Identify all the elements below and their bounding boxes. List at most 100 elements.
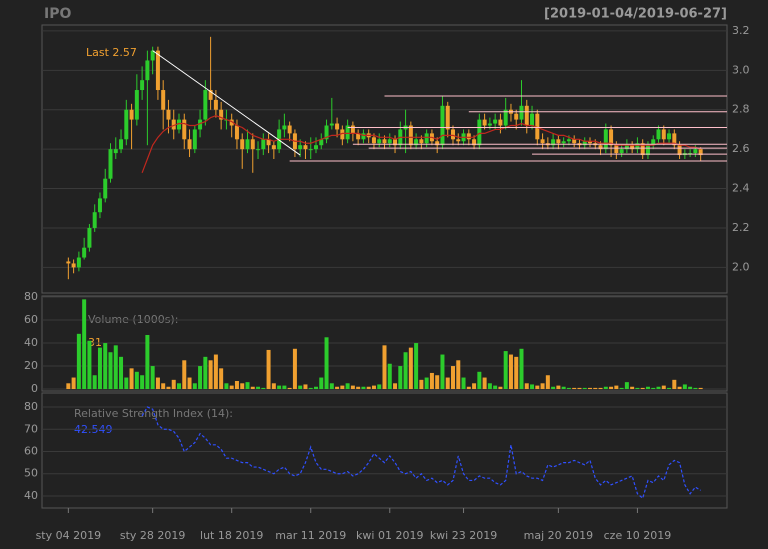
volume-bar bbox=[82, 299, 87, 390]
candle-body bbox=[229, 119, 234, 126]
y-tick-label: 2.6 bbox=[732, 142, 750, 155]
x-tick-label: sty 04 2019 bbox=[36, 529, 102, 542]
candle-body bbox=[651, 139, 656, 146]
volume-bar bbox=[414, 343, 419, 390]
candle-body bbox=[698, 149, 703, 156]
y-tick-label: 80 bbox=[24, 290, 38, 303]
candle-body bbox=[319, 139, 324, 146]
candle-body bbox=[672, 133, 677, 146]
y-tick-label: 70 bbox=[24, 422, 38, 435]
volume-bar bbox=[129, 368, 134, 390]
volume-bar bbox=[314, 386, 318, 390]
candle-body bbox=[493, 119, 498, 124]
candle-body bbox=[498, 119, 503, 126]
y-tick-label: 40 bbox=[24, 489, 38, 502]
volume-bar bbox=[609, 386, 614, 390]
candle-body bbox=[656, 129, 661, 140]
candle-body bbox=[213, 99, 218, 110]
candle-body bbox=[487, 123, 492, 126]
volume-bar bbox=[387, 363, 392, 390]
volume-bar bbox=[503, 351, 508, 390]
volume-bar bbox=[487, 383, 492, 390]
candle-body bbox=[361, 133, 366, 140]
volume-bar bbox=[672, 379, 677, 390]
candle-body bbox=[140, 80, 145, 91]
volume-bar bbox=[598, 387, 603, 390]
candle-body bbox=[298, 145, 303, 150]
candle-body bbox=[477, 119, 482, 146]
volume-bar bbox=[66, 383, 71, 390]
volume-bar bbox=[145, 334, 150, 390]
volume-bar bbox=[71, 377, 76, 390]
candle-body bbox=[150, 50, 155, 61]
x-tick-label: cze 10 2019 bbox=[604, 529, 672, 542]
volume-bar bbox=[92, 375, 97, 390]
volume-bar bbox=[545, 375, 550, 390]
volume-bar bbox=[245, 382, 250, 390]
volume-bar bbox=[324, 337, 329, 390]
y-tick-label: 40 bbox=[24, 336, 38, 349]
y-tick-label: 50 bbox=[24, 467, 38, 480]
y-tick-label: 0 bbox=[31, 382, 38, 395]
volume-bar bbox=[614, 385, 619, 390]
volume-bar bbox=[97, 347, 102, 390]
x-tick-label: maj 20 2019 bbox=[524, 529, 594, 542]
candle-body bbox=[377, 139, 382, 144]
candle-body bbox=[134, 90, 139, 120]
volume-bar bbox=[535, 385, 540, 390]
volume-bar bbox=[208, 360, 213, 390]
candle-body bbox=[192, 129, 197, 150]
volume-bar bbox=[266, 349, 271, 390]
volume-bar bbox=[466, 386, 471, 390]
candle-body bbox=[97, 198, 102, 213]
candle-body bbox=[203, 90, 208, 120]
candle-body bbox=[155, 50, 160, 91]
volume-bar bbox=[140, 375, 145, 390]
candle-body bbox=[609, 129, 614, 146]
volume-bar bbox=[150, 366, 155, 390]
volume-bar bbox=[335, 386, 340, 390]
candle-body bbox=[124, 109, 129, 140]
candle-body bbox=[303, 145, 308, 150]
volume-bar bbox=[361, 386, 366, 390]
y-tick-label: 80 bbox=[24, 400, 38, 413]
candle-body bbox=[551, 139, 556, 146]
volume-bar bbox=[198, 366, 203, 390]
candle-body bbox=[161, 90, 166, 110]
volume-bar bbox=[261, 387, 266, 390]
volume-bar bbox=[134, 371, 139, 390]
candle-body bbox=[414, 139, 419, 146]
volume-bar bbox=[635, 387, 640, 390]
volume-bar bbox=[440, 354, 445, 390]
candle-body bbox=[524, 105, 529, 126]
candle-body bbox=[540, 139, 545, 144]
candle-body bbox=[424, 133, 429, 144]
candle-body bbox=[588, 141, 592, 144]
candle-body bbox=[556, 139, 561, 144]
candle-body bbox=[145, 60, 150, 81]
candle-body bbox=[166, 109, 171, 120]
volume-bar bbox=[119, 356, 124, 390]
volume-bar bbox=[508, 354, 513, 390]
candle-body bbox=[419, 139, 424, 144]
volume-bar bbox=[630, 386, 635, 390]
y-tick-label: 2.0 bbox=[732, 260, 750, 273]
volume-bar bbox=[424, 377, 429, 390]
candle-body bbox=[171, 119, 176, 130]
volume-bar bbox=[577, 387, 582, 390]
volume-bar bbox=[124, 377, 129, 390]
volume-bar bbox=[461, 377, 466, 390]
candle-body bbox=[451, 129, 455, 140]
y-tick-label: 2.2 bbox=[732, 221, 750, 234]
candle-body bbox=[71, 263, 76, 268]
candle-body bbox=[266, 139, 271, 146]
volume-bar bbox=[308, 387, 313, 390]
candle-body bbox=[240, 139, 245, 150]
volume-bar bbox=[477, 371, 482, 390]
candle-body bbox=[287, 125, 292, 134]
volume-bar bbox=[445, 377, 450, 390]
volume-bar bbox=[103, 343, 108, 390]
volume-bar bbox=[551, 386, 556, 390]
candle-body bbox=[661, 129, 666, 140]
